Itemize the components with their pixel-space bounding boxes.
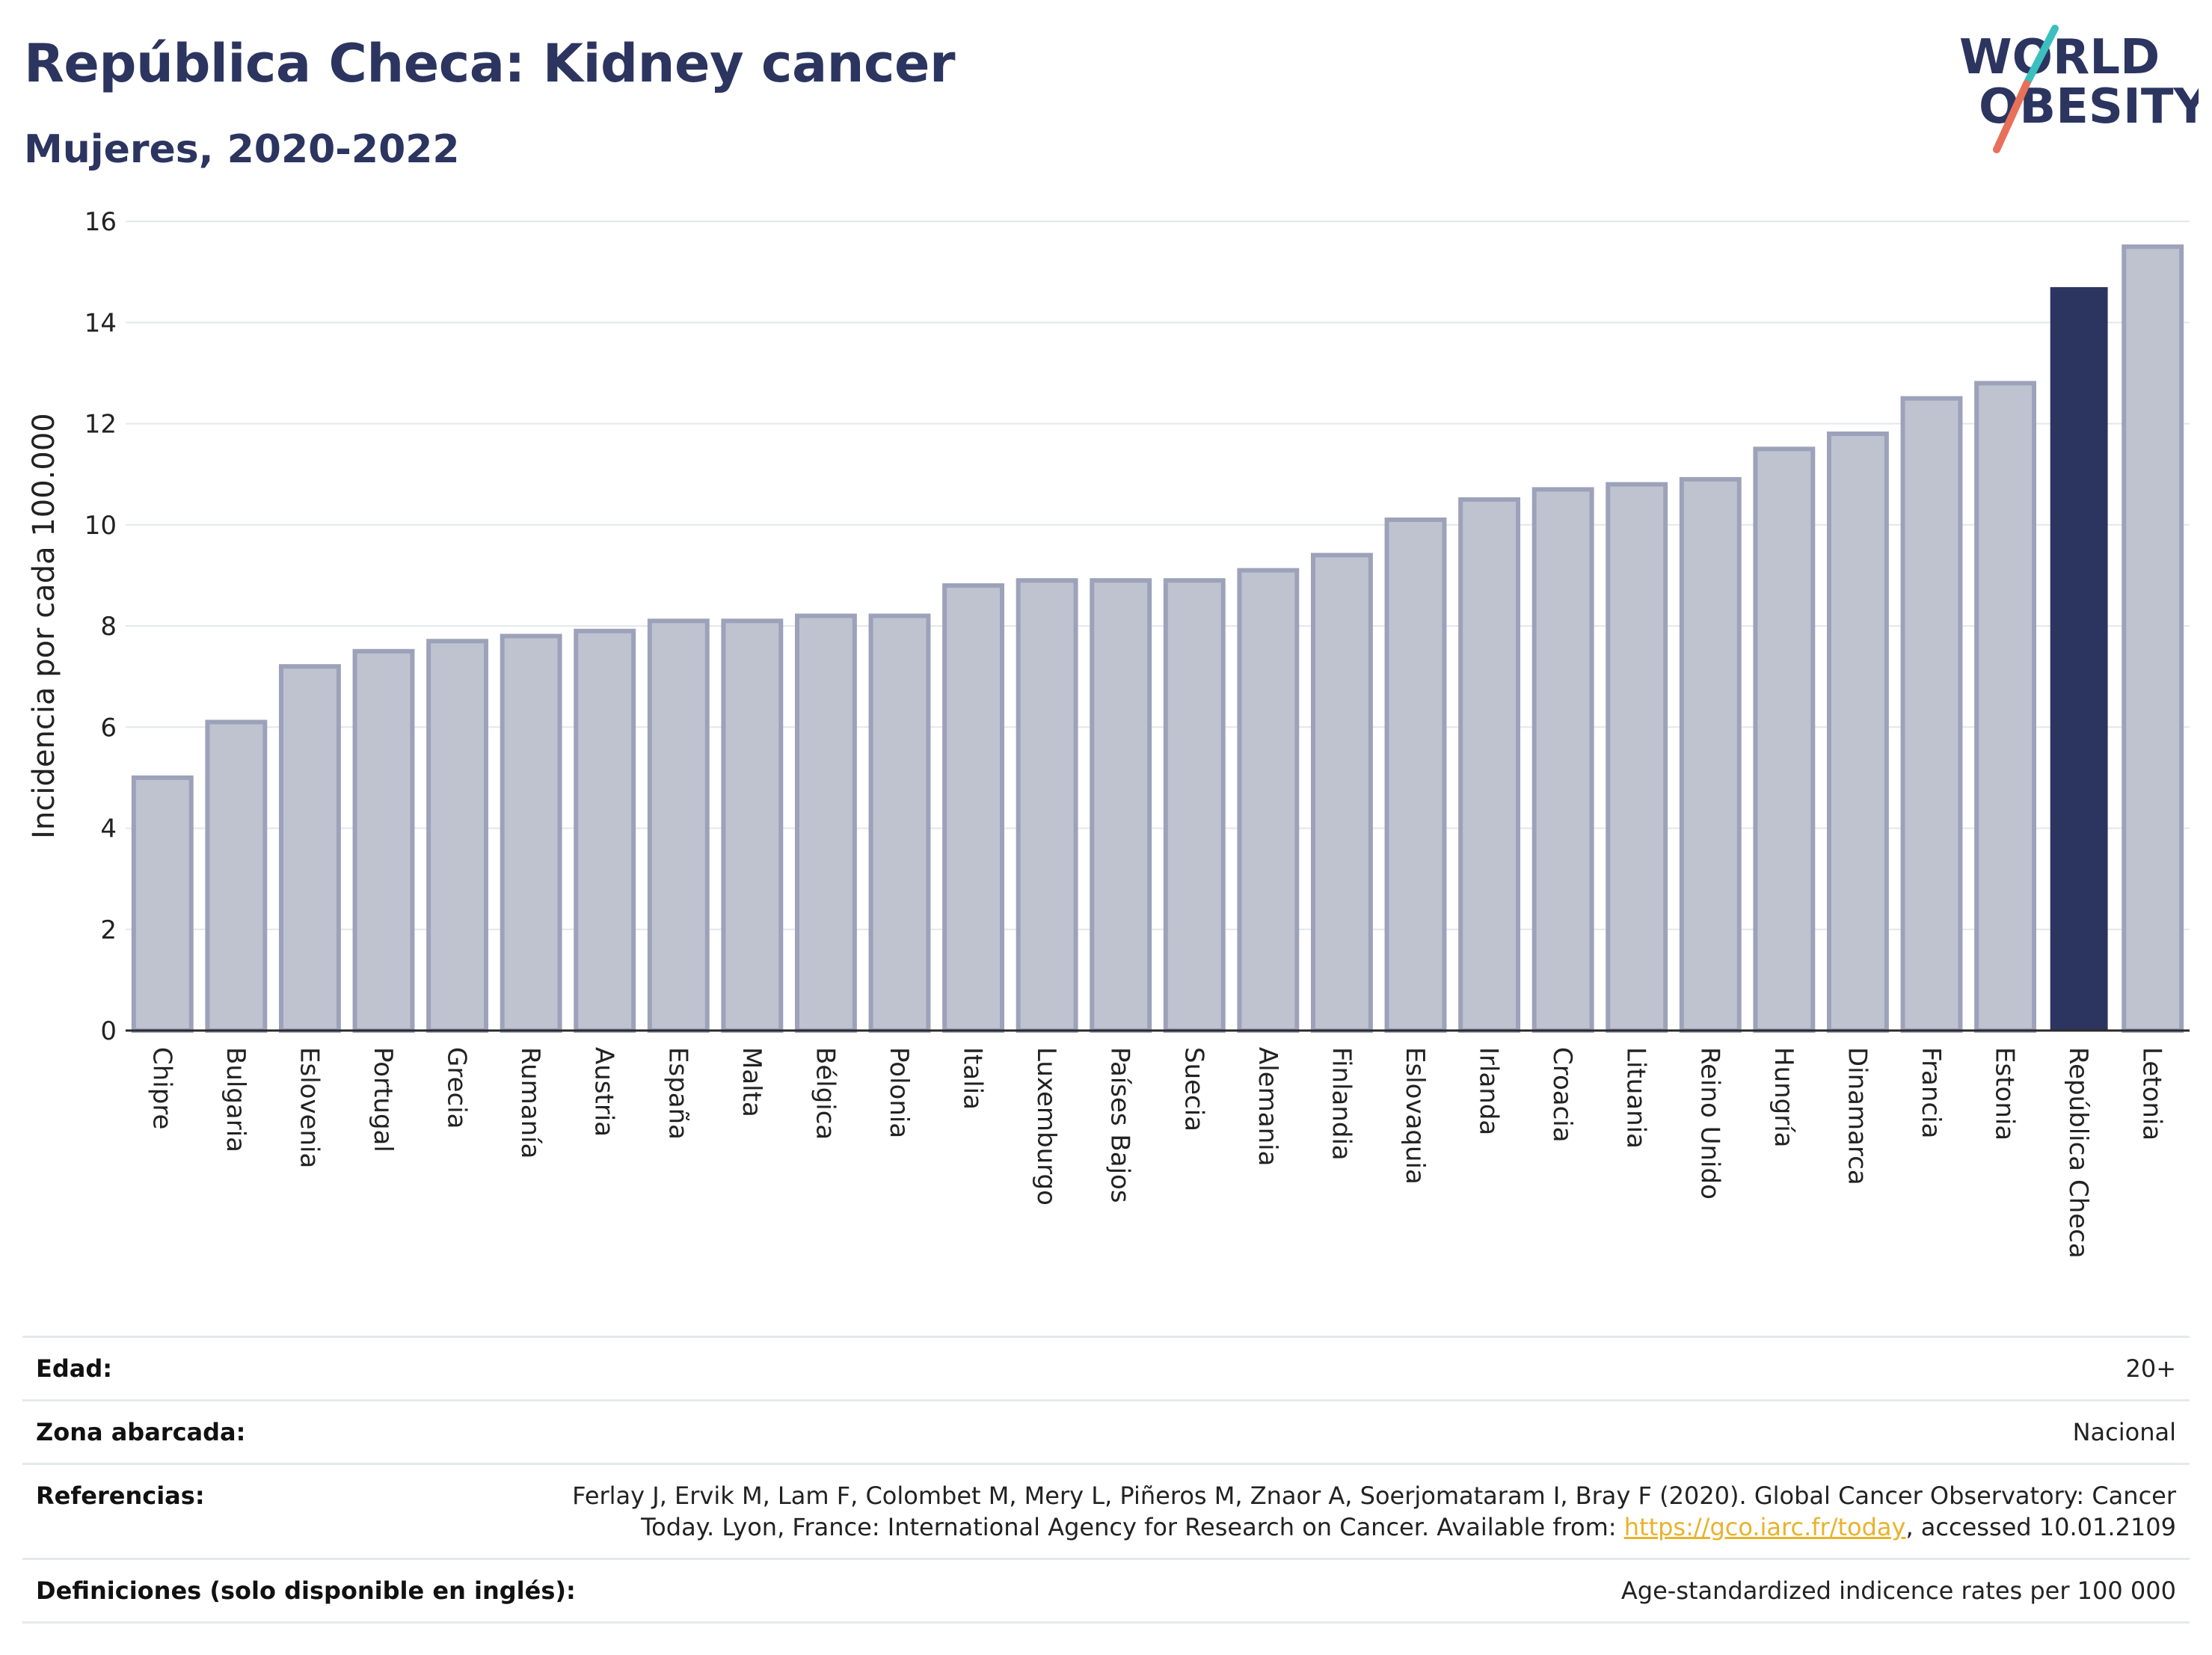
x-tick-label: Luxemburgo (1031, 1047, 1061, 1206)
bar-irlanda (1458, 497, 1521, 1033)
x-tick-label: Eslovenia (294, 1047, 324, 1168)
x-tick-label: Suecia (1179, 1047, 1208, 1132)
x-tick-label: Eslovaquia (1400, 1047, 1430, 1185)
x-tick-label: Francia (1916, 1047, 1946, 1138)
x-tick-label: Polonia (884, 1047, 914, 1138)
bar-eslovaquia (1384, 517, 1447, 1033)
bar-chipre (131, 775, 194, 1033)
y-tick-label: 2 (100, 915, 117, 945)
x-tick-label: Malta (737, 1047, 766, 1117)
meta-label-definiciones: Definiciones (solo disponible en inglés)… (36, 1576, 576, 1605)
x-tick-label: Finlandia (1326, 1047, 1356, 1161)
reference-link[interactable]: https://gco.iarc.fr/today (1623, 1513, 1906, 1541)
x-tick-label: Dinamarca (1842, 1047, 1872, 1185)
x-tick-label: Chipre (147, 1047, 176, 1129)
bar-reino-unido (1679, 476, 1742, 1033)
reference-accessed: , accessed 10.01.2109 (1905, 1513, 2176, 1541)
y-tick-label: 4 (100, 814, 117, 844)
x-tick-label: Reino Unido (1695, 1047, 1724, 1200)
x-tick-label: Irlanda (1474, 1047, 1504, 1135)
bar-italia (942, 583, 1005, 1033)
chart-subtitle: Mujeres, 2020-2022 (24, 127, 460, 172)
x-tick-label: Austria (589, 1047, 619, 1137)
bar-portugal (352, 648, 415, 1033)
bar-grecia (426, 639, 489, 1033)
x-tick-label: Países Bajos (1105, 1047, 1135, 1203)
bar-lituania (1606, 482, 1668, 1033)
bar-finlandia (1310, 553, 1373, 1033)
reference-text: Ferlay J, Ervik M, Lam F, Colombet M, Me… (572, 1481, 2176, 1541)
x-tick-label: Rumanía (515, 1047, 545, 1158)
meta-label-edad: Edad: (36, 1354, 113, 1383)
x-tick-label: Estonia (1990, 1047, 2020, 1140)
y-tick-label: 6 (100, 713, 117, 743)
y-tick-label: 8 (100, 612, 117, 642)
world-obesity-logo: WORLD OBESITY (1959, 25, 2199, 153)
bar-bulgaria (205, 719, 268, 1033)
bar-austria (574, 628, 636, 1033)
meta-value-edad: 20+ (2125, 1354, 2176, 1383)
bar-dinamarca (1826, 432, 1889, 1033)
y-tick-label: 12 (85, 410, 117, 440)
bar-bélgica (794, 613, 857, 1033)
y-tick-label: 14 (85, 308, 117, 338)
y-tick-labels: 0 2 4 6 8 10 12 14 16 (85, 207, 117, 1046)
meta-value-definiciones: Age-standardized indicence rates per 100… (1620, 1576, 2176, 1605)
bar-polonia (868, 613, 931, 1033)
bars (131, 244, 2184, 1033)
bar-croacia (1531, 487, 1594, 1033)
x-tick-label: Grecia (442, 1047, 472, 1129)
chart-title: República Checa: Kidney cancer (24, 33, 956, 94)
bar-francia (1900, 396, 1963, 1033)
meta-row-zona: Zona abarcada: Nacional (22, 1401, 2190, 1465)
logo-line1: WORLD (1959, 30, 2160, 85)
x-tick-labels: Chipre Bulgaria Eslovenia Portugal Grecia Rum… (147, 1047, 2166, 1259)
bar-malta (721, 618, 784, 1033)
y-axis-label: Incidencia por cada 100.000 (27, 413, 61, 839)
x-tick-label: Portugal (368, 1047, 398, 1152)
y-tick-label: 0 (100, 1016, 117, 1046)
x-tick-label: España (663, 1047, 692, 1140)
meta-row-referencias: Referencias: Ferlay J, Ervik M, Lam F, C… (22, 1465, 2190, 1560)
bar-alemania (1237, 568, 1300, 1033)
meta-label-zona: Zona abarcada: (36, 1418, 246, 1446)
x-tick-label: Alemania (1253, 1047, 1282, 1166)
x-tick-label: Bulgaria (221, 1047, 251, 1152)
meta-label-referencias: Referencias: (36, 1481, 205, 1510)
metadata-table: Edad: 20+ Zona abarcada: Nacional Refere… (22, 1336, 2190, 1624)
bar-rumanía (500, 633, 562, 1033)
bar-hungría (1753, 446, 1816, 1033)
y-tick-label: 16 (85, 207, 117, 237)
meta-row-definiciones: Definiciones (solo disponible en inglés)… (22, 1560, 2190, 1624)
meta-value-referencias: Ferlay J, Ervik M, Lam F, Colombet M, Me… (531, 1480, 2176, 1543)
bar-eslovenia (278, 664, 341, 1033)
x-tick-label: Croacia (1547, 1047, 1577, 1143)
logo-slash-coral (1993, 80, 2030, 153)
bar-países-bajos (1090, 578, 1152, 1033)
x-tick-label: Letonia (2137, 1047, 2167, 1140)
x-tick-label: Bélgica (810, 1047, 840, 1140)
bar-chart: 0 2 4 6 8 10 12 14 16 Chipre Bulgaria Eslovenia Por… (27, 207, 2190, 1259)
logo-slash-teal (2023, 25, 2059, 87)
y-tick-label: 10 (85, 511, 117, 541)
x-tick-label: República Checa (2063, 1047, 2093, 1259)
x-tick-label: Lituania (1621, 1047, 1651, 1149)
bar-luxemburgo (1016, 578, 1078, 1033)
bar-suecia (1163, 578, 1226, 1033)
meta-value-zona: Nacional (2072, 1418, 2176, 1446)
bar-españa (647, 618, 710, 1033)
x-tick-label: Italia (958, 1047, 988, 1110)
bar-letonia (2122, 244, 2184, 1033)
bar-estonia (1974, 381, 2037, 1033)
x-tick-label: Hungría (1769, 1047, 1798, 1148)
bar-república-checa (2050, 286, 2108, 1031)
meta-row-edad: Edad: 20+ (22, 1338, 2190, 1401)
